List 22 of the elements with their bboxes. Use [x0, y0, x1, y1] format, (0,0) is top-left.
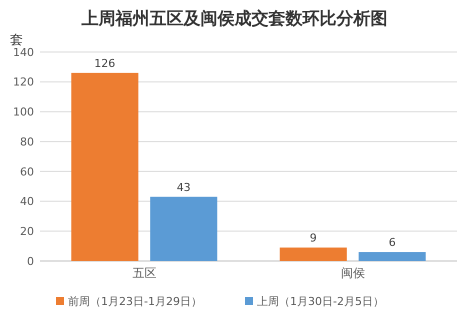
- bar: [71, 72, 138, 261]
- y-tick-label: 80: [20, 135, 34, 148]
- data-label: 9: [310, 232, 317, 245]
- bar: [358, 252, 426, 261]
- bar: [280, 248, 347, 261]
- y-tick-label: 120: [13, 76, 34, 89]
- data-label: 126: [94, 56, 116, 70]
- legend-label: 前周（1月23日-1月29日）: [68, 295, 202, 308]
- y-tick-label: 140: [13, 46, 34, 59]
- data-label: 6: [388, 236, 396, 250]
- data-label: 43: [176, 180, 191, 194]
- y-tick-label: 60: [20, 165, 34, 178]
- legend-label: 上周（1月30日-2月5日）: [257, 295, 384, 308]
- y-axis-title: 套: [10, 33, 23, 48]
- y-tick-label: 100: [13, 106, 34, 119]
- bar: [150, 196, 218, 261]
- x-tick-label: 闽侯: [340, 266, 365, 280]
- y-tick-label: 40: [20, 195, 34, 208]
- x-tick-label: 五区: [132, 266, 156, 280]
- y-tick-label: 20: [20, 224, 34, 238]
- y-tick-label: 0: [27, 254, 34, 268]
- chart-title: 上周福州五区及闽侯成交套数环比分析图: [80, 9, 388, 29]
